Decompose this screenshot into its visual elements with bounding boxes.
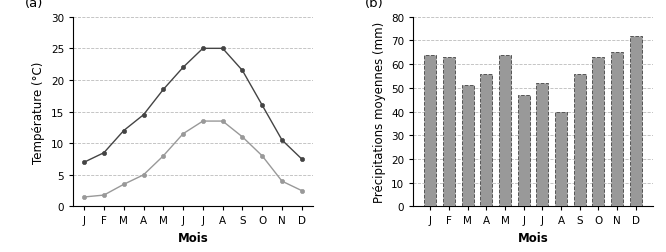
Bar [499,55,511,207]
Text: (a): (a) [25,0,44,10]
Bar [443,58,455,207]
Bar [573,74,585,207]
Bar [480,74,492,207]
Y-axis label: Précipitations moyennes (mm): Précipitations moyennes (mm) [372,22,386,202]
Bar [424,55,436,207]
X-axis label: Mois: Mois [178,231,208,244]
Bar [592,58,605,207]
Bar [517,96,529,207]
X-axis label: Mois: Mois [517,231,548,244]
Bar [462,86,474,207]
Bar [555,112,567,207]
Bar [536,84,548,207]
Bar [611,53,623,207]
Text: (b): (b) [366,0,384,10]
Bar [629,37,642,207]
Y-axis label: Température (°C): Température (°C) [33,61,45,163]
